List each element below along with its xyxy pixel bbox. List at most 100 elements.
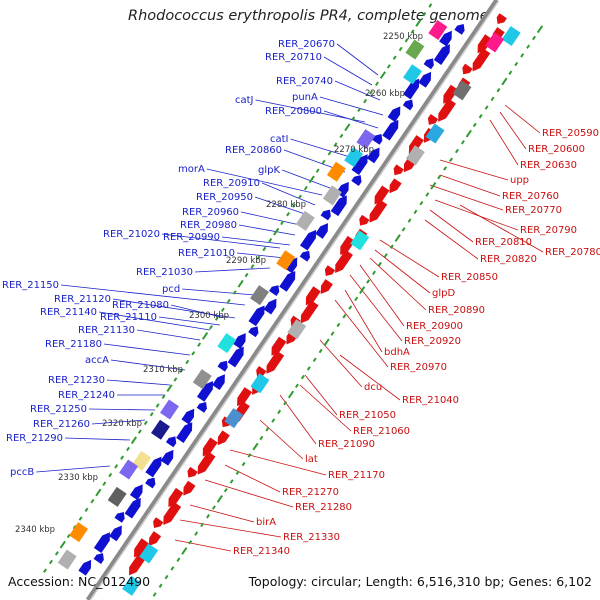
minus-strand-gene-arrow	[320, 279, 333, 295]
tick-dot	[348, 305, 353, 310]
label-connector	[189, 504, 255, 523]
gene-label-left: RER_20800	[265, 106, 322, 117]
tick-dot	[398, 46, 403, 52]
plus-strand-gene-arrow	[196, 401, 207, 413]
label-connector	[319, 96, 384, 116]
gene-label-right: RER_21280	[295, 502, 352, 513]
minus-strand-gene-arrow	[305, 286, 321, 306]
kbp-tick-label: 2260 kbp	[365, 89, 405, 99]
minus-strand-gene-arrow	[340, 235, 356, 255]
tick-dot	[333, 142, 338, 147]
annotation-block	[250, 285, 269, 306]
tick-dot	[216, 494, 223, 503]
tick-dot	[152, 592, 157, 597]
plus-strand-gene-arrow	[300, 229, 317, 251]
tick-dot	[372, 270, 376, 275]
minus-strand-gene-arrow	[197, 451, 216, 475]
label-connector	[92, 419, 146, 425]
annotation-block	[217, 333, 237, 354]
tick-dot	[273, 227, 280, 236]
tick-dot	[478, 114, 483, 119]
tick-dot	[484, 105, 489, 110]
annotation-block	[405, 145, 425, 166]
minus-strand-gene-arrow	[168, 487, 184, 507]
gene-label-left: RER_21030	[136, 267, 193, 278]
tick-dot	[241, 461, 246, 467]
minus-strand-gene-arrow	[443, 84, 459, 104]
tick-dot	[211, 505, 216, 510]
kbp-tick-label: 2330 kbp	[58, 473, 98, 483]
tick-dot	[220, 307, 225, 313]
plus-strand-gene-arrow	[160, 449, 174, 466]
minus-strand-gene-arrow	[369, 199, 388, 223]
gene-label-left: RER_21180	[45, 339, 102, 350]
minus-strand-gene-arrow	[374, 185, 390, 205]
label-connector	[429, 184, 504, 211]
tick-dot	[327, 151, 332, 156]
label-connector	[336, 43, 379, 76]
label-connector	[424, 219, 479, 260]
gene-label-left: RER_21150	[2, 280, 59, 291]
label-connector	[182, 288, 256, 296]
annotation-block	[403, 64, 422, 85]
tick-dot	[377, 261, 382, 267]
tick-dot	[252, 442, 259, 451]
label-connector	[221, 236, 291, 246]
tick-dot	[339, 133, 344, 139]
tick-dot	[496, 87, 501, 93]
tick-dot	[449, 157, 454, 162]
tick-dot	[102, 481, 107, 486]
gene-label-right: RER_20820	[480, 254, 537, 265]
tick-dot	[422, 11, 427, 17]
plus-strand-gene-arrow	[423, 58, 434, 70]
tick-dot	[235, 470, 240, 475]
gene-label-right: RER_20590	[542, 128, 599, 139]
label-connector	[136, 329, 201, 341]
label-connector	[112, 298, 236, 319]
plus-strand-gene-arrow	[145, 456, 162, 478]
gene-label-right: RER_21050	[339, 410, 396, 421]
annotation-block	[326, 161, 346, 182]
tick-dot	[271, 418, 276, 423]
minus-strand-gene-arrow	[202, 437, 218, 457]
tick-dot	[201, 332, 209, 340]
tick-dot	[286, 211, 291, 217]
label-connector	[254, 196, 309, 216]
plus-strand-gene-arrow	[93, 532, 110, 553]
tick-dot	[321, 159, 326, 165]
gene-label-right: RER_20770	[505, 205, 562, 216]
minus-strand-gene-arrow	[324, 265, 336, 277]
annotation-block	[151, 419, 170, 440]
plus-strand-gene-arrow	[227, 346, 244, 368]
tick-dot	[330, 331, 335, 336]
label-connector	[161, 233, 281, 249]
tick-dot	[268, 238, 273, 243]
minus-strand-gene-arrow	[393, 164, 404, 176]
plus-strand-gene-arrow	[212, 374, 225, 391]
gene-label-right: RER_21060	[353, 426, 410, 437]
minus-strand-gene-arrow	[148, 531, 162, 547]
tick-dot	[161, 394, 166, 400]
annotation-block	[276, 250, 296, 271]
gene-label-left: pcd	[162, 284, 180, 295]
gene-label-right: RER_20900	[406, 321, 463, 332]
minus-strand-gene-arrow	[477, 34, 493, 54]
gene-label-left: RER_21290	[6, 433, 63, 444]
minus-strand-gene-arrow	[163, 501, 182, 525]
gene-label-right: bdhA	[384, 347, 410, 358]
tick-dot	[265, 427, 270, 432]
annotation-block	[295, 210, 315, 231]
tick-dot	[280, 220, 285, 226]
tick-dot	[342, 314, 347, 319]
tick-dot	[277, 409, 282, 415]
tick-dot	[437, 174, 442, 180]
tick-dot	[455, 148, 459, 154]
plus-strand-gene-arrow	[439, 30, 452, 47]
gene-label-left: glpK	[258, 165, 280, 176]
gene-label-left: RER_21230	[48, 375, 105, 386]
annotation-block	[192, 369, 212, 390]
accession-text: Accession: NC_012490	[8, 574, 151, 589]
annotation-block	[57, 549, 77, 570]
tick-dot	[43, 568, 47, 573]
annotation-block	[322, 185, 342, 206]
